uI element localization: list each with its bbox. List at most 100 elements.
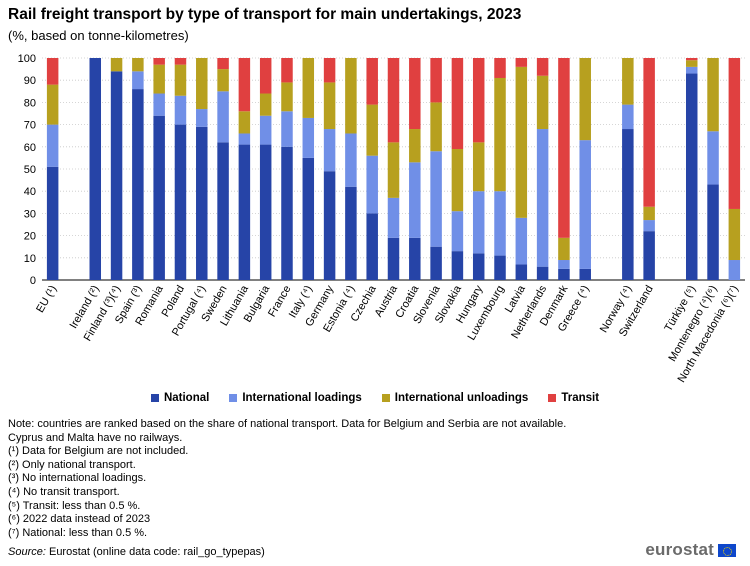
bar-segment-international-unloadings (707, 58, 719, 132)
note-line: (⁶) 2022 data instead of 2023 (8, 513, 151, 526)
bar-segment-national (707, 184, 719, 280)
bar-segment-national (579, 268, 591, 280)
bar-segment-transit (174, 58, 187, 65)
bar-segment-national (238, 144, 251, 280)
bar-segment-national (132, 89, 144, 280)
note-line: (³) No international loadings. (8, 472, 147, 485)
bar-segment-international-unloadings (451, 149, 464, 212)
legend-label-transit: Transit (561, 392, 600, 404)
bar-segment-national (110, 71, 123, 280)
bar-segment-international-loadings (217, 91, 229, 143)
legend-swatch-international-unloadings (381, 394, 390, 402)
source-line: Source: Eurostat (online data code: rail… (8, 546, 265, 558)
bar-segment-international-unloadings (174, 64, 187, 96)
bar-segment-international-unloadings (196, 58, 208, 110)
bar-segment-international-unloadings (366, 104, 378, 156)
note-line: (⁵) Transit: less than 0.5 %. (8, 499, 141, 512)
bar-segment-international-unloadings (302, 58, 315, 118)
bar-segment-international-unloadings (472, 142, 485, 192)
bar-segment-international-loadings (558, 260, 570, 269)
y-tick-label: 30 (24, 208, 36, 220)
bar-segment-national (174, 124, 187, 280)
bar-segment-national (472, 253, 485, 280)
bar-segment-national (302, 157, 315, 280)
bar-segment-national (622, 129, 634, 280)
bar-segment-national (46, 166, 59, 280)
legend-item-national: National (150, 392, 209, 404)
y-tick-label: 20 (24, 231, 36, 243)
bar-segment-international-loadings (515, 217, 528, 265)
legend-swatch-national (150, 394, 159, 402)
bar-segment-international-unloadings (217, 69, 229, 92)
bar-segment-international-loadings (643, 220, 655, 232)
note-line: Cyprus and Malta have no railways. (8, 431, 183, 444)
bar-segment-international-loadings (387, 197, 400, 238)
bar-segment-transit (238, 58, 251, 112)
note-line: Note: countries are ranked based on the … (8, 418, 567, 430)
legend: National International loadings Internat… (0, 392, 750, 404)
footnotes: Note: countries are ranked based on the … (8, 418, 708, 540)
bar-segment-international-loadings (622, 104, 634, 130)
bar-segment-international-loadings (345, 133, 357, 187)
bar-segment-national (515, 264, 528, 280)
bar-segment-international-unloadings (387, 142, 400, 198)
y-tick-label: 10 (24, 253, 36, 265)
bar-segment-transit (451, 58, 464, 150)
legend-item-international-unloadings: International unloadings (381, 392, 528, 404)
bar-segment-international-unloadings (536, 75, 549, 130)
bar-segment-international-loadings (174, 95, 187, 125)
bar-segment-transit (217, 58, 229, 70)
bar-segment-international-loadings (46, 124, 59, 167)
bar-segment-transit (259, 58, 272, 94)
bar-segment-international-loadings (728, 260, 741, 280)
bar-segment-international-loadings (536, 129, 549, 267)
note-line: (⁷) National: less than 0.5 %. (8, 526, 148, 539)
bar-segment-international-unloadings (110, 58, 123, 72)
bar-segment-international-loadings (323, 129, 336, 172)
chart-subtitle: (%, based on tonne-kilometres) (8, 28, 189, 43)
legend-swatch-transit (548, 394, 557, 402)
bar-segment-international-unloadings (685, 60, 698, 67)
eu-flag-icon (718, 543, 736, 557)
bar-segment-transit (536, 58, 549, 76)
x-tick-label: EU (¹) (34, 284, 59, 315)
y-tick-label: 60 (24, 142, 36, 154)
bar-segment-international-loadings (579, 140, 591, 269)
bar-segment-national (196, 126, 208, 280)
bar-segment-international-loadings (494, 191, 506, 256)
y-tick-label: 70 (24, 120, 36, 132)
y-tick-label: 40 (24, 186, 36, 198)
bar-segment-national (685, 73, 698, 280)
legend-item-transit: Transit (548, 392, 599, 404)
legend-item-international-loadings: International loadings (229, 392, 362, 404)
bar-segment-transit (409, 58, 421, 130)
bar-segment-international-unloadings (238, 111, 251, 134)
bar-segment-national (259, 144, 272, 280)
bar-segment-international-loadings (153, 93, 165, 116)
bar-segment-national (153, 115, 165, 280)
bar-segment-international-loadings (302, 117, 315, 158)
bar-segment-international-unloadings (153, 64, 165, 94)
bar-segment-international-loadings (707, 131, 719, 185)
bar-segment-transit (430, 58, 442, 103)
bar-segment-international-loadings (196, 109, 208, 127)
bar-segment-international-loadings (430, 151, 442, 247)
bar-segment-national (558, 268, 570, 280)
bar-segment-national (366, 213, 378, 280)
bar-segment-national (643, 231, 655, 280)
source-text: Eurostat (online data code: rail_go_type… (45, 546, 265, 558)
bar-segment-national (430, 246, 442, 280)
bar-segment-international-unloadings (46, 84, 59, 125)
bar-segment-national (217, 142, 229, 280)
legend-label-international-loadings: International loadings (242, 392, 362, 404)
y-tick-label: 80 (24, 97, 36, 109)
bar-segment-international-loadings (409, 162, 421, 238)
bar-segment-international-loadings (472, 191, 485, 254)
bar-segment-transit (515, 58, 528, 67)
eurostat-logo: eurostat (645, 540, 736, 560)
chart-title: Rail freight transport by type of transp… (8, 6, 522, 23)
bar-segment-international-unloadings (579, 58, 591, 141)
bar-segment-international-loadings (238, 133, 251, 145)
note-line: (¹) Data for Belgium are not included. (8, 445, 189, 458)
